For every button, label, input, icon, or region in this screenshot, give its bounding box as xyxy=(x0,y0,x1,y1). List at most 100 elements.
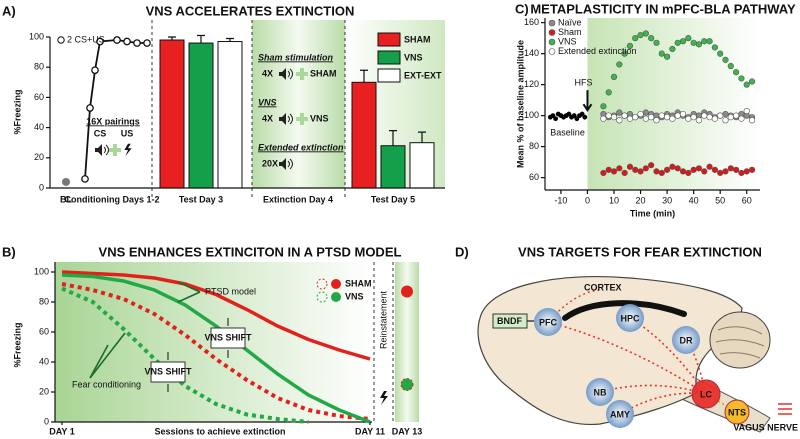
region-label: AMY xyxy=(610,409,630,419)
region-label: LC xyxy=(700,389,712,399)
data-point xyxy=(653,117,660,124)
fear-conditioning-line xyxy=(61,282,371,421)
protocol-count: 4X xyxy=(262,68,273,78)
data-point xyxy=(733,69,740,76)
data-point xyxy=(679,38,687,45)
vagus-lines xyxy=(778,403,792,415)
legend-symbol xyxy=(548,29,556,36)
chart-title: METAPLASTICITY IN mPFC-BLA PATHWAY xyxy=(530,1,796,16)
x-label: Extinction Day 4 xyxy=(263,194,333,204)
data-point xyxy=(695,41,703,48)
data-point xyxy=(642,165,649,172)
conditioning-point xyxy=(123,37,131,46)
legend-symbol xyxy=(316,291,328,303)
data-point xyxy=(748,117,756,124)
x-axis-label: Time (min) xyxy=(630,208,675,218)
legend-symbol xyxy=(548,19,556,27)
y-tick-label: 20 xyxy=(34,152,44,162)
data-point xyxy=(733,166,740,173)
y-tick-label: 20 xyxy=(39,386,49,396)
reinstatement-label: Reinstatement xyxy=(378,290,388,349)
data-point xyxy=(621,50,628,57)
speaker-waves xyxy=(287,113,293,125)
data-point xyxy=(642,115,649,122)
data-point xyxy=(738,115,745,122)
data-point xyxy=(717,169,724,177)
data-point xyxy=(600,103,607,110)
legend-symbol xyxy=(316,278,328,290)
annotation: CS xyxy=(94,128,107,138)
error-bar xyxy=(197,34,205,44)
y-tick-label: 60 xyxy=(39,326,49,336)
region-label: DR xyxy=(680,335,693,345)
y-tick-label: 0 xyxy=(39,182,44,192)
data-point xyxy=(626,115,634,122)
y-tick-label: 80 xyxy=(39,296,49,306)
data-point xyxy=(743,81,750,88)
error-bar xyxy=(226,37,234,42)
plus-icon xyxy=(296,68,308,80)
data-point xyxy=(610,168,618,175)
arrow xyxy=(89,332,126,379)
data-point xyxy=(685,35,692,42)
bar xyxy=(188,42,214,189)
x-label: Test Day 3 xyxy=(179,194,223,204)
data-point xyxy=(637,31,644,39)
data-point xyxy=(685,169,692,177)
annotation: 16X pairings xyxy=(86,116,140,126)
brain-region xyxy=(691,379,721,409)
data-point xyxy=(717,50,724,57)
bar xyxy=(351,81,377,189)
data-point xyxy=(743,168,750,175)
data-point xyxy=(706,163,713,170)
annotation: Fear conditioning xyxy=(72,379,141,389)
data-point xyxy=(701,38,708,45)
data-point xyxy=(711,115,718,122)
diagram-title: VNS TARGETS FOR FEAR EXTINCTION xyxy=(518,244,762,259)
data-point xyxy=(653,168,660,175)
data-point xyxy=(706,114,713,121)
data-point xyxy=(642,109,649,116)
hfs-arrow xyxy=(582,90,593,112)
legend-symbol xyxy=(331,279,341,289)
y-tick-label: 40 xyxy=(39,356,49,366)
data-point xyxy=(695,165,703,172)
panel-label: B) xyxy=(2,244,16,259)
x-tick-label: 60 xyxy=(742,195,752,205)
data-point xyxy=(733,112,740,119)
conditioning-point xyxy=(91,66,99,75)
data-point xyxy=(632,114,639,121)
x-tick-label: DAY 13 xyxy=(392,426,423,436)
bolt-icon xyxy=(380,391,388,405)
conditioning-point xyxy=(143,39,151,47)
data-point xyxy=(632,35,639,42)
projection xyxy=(547,321,707,395)
brain-region xyxy=(534,308,562,336)
x-tick-label: DAY 1 xyxy=(49,426,75,436)
data-point xyxy=(642,30,649,37)
x-tick-label: 20 xyxy=(636,195,646,205)
data-point xyxy=(658,50,665,57)
x-label: Test Day 5 xyxy=(371,194,415,204)
speaker-waves xyxy=(287,68,293,80)
brain-region xyxy=(586,378,614,406)
data-point xyxy=(616,61,623,68)
data-point xyxy=(663,53,671,60)
data-point xyxy=(727,114,734,121)
data-point xyxy=(637,168,644,175)
data-point xyxy=(648,114,655,121)
data-point xyxy=(727,165,734,172)
data-point xyxy=(701,112,708,119)
legend-swatch xyxy=(377,68,401,83)
protocol-title: Extended extinction xyxy=(258,142,344,152)
data-point xyxy=(663,114,671,121)
x-label: BL xyxy=(60,194,72,204)
data-point xyxy=(616,165,623,172)
data-point xyxy=(605,112,612,119)
y-tick-label: 80 xyxy=(34,62,44,72)
data-point xyxy=(674,112,681,119)
x-tick-label: 50 xyxy=(715,195,725,205)
y-tick-label: 40 xyxy=(34,122,44,132)
extinction-background xyxy=(252,20,345,188)
